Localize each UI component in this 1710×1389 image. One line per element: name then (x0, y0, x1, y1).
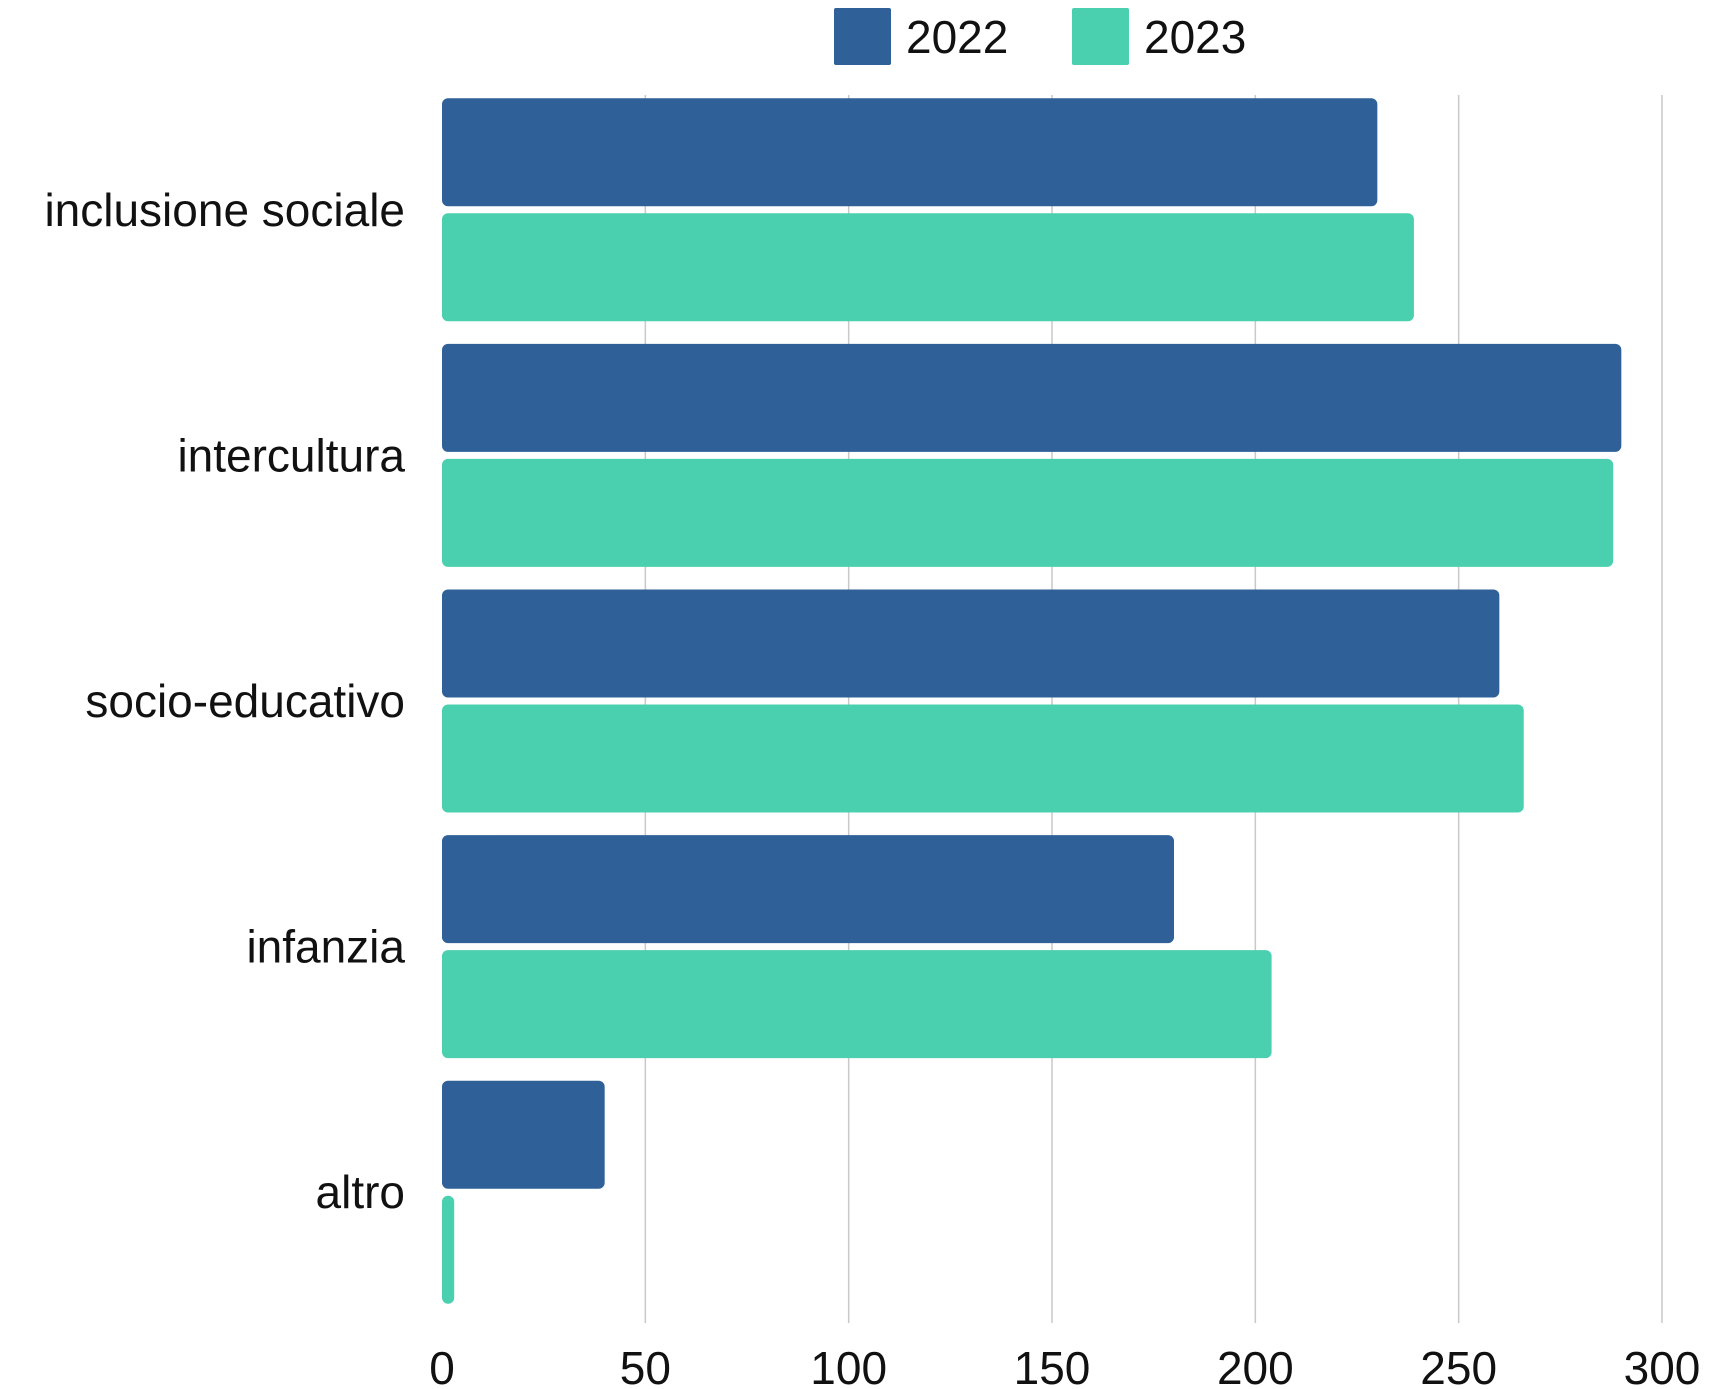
x-tick-label-200: 200 (1217, 1342, 1294, 1389)
category-label-inclusione-sociale: inclusione sociale (44, 184, 405, 236)
x-tick-label-50: 50 (620, 1342, 671, 1389)
x-tick-label-100: 100 (810, 1342, 887, 1389)
legend-swatch-2022 (834, 8, 891, 65)
bar-2023-altro (442, 1195, 455, 1304)
category-label-intercultura: intercultura (177, 429, 405, 481)
bar-2023-socio-educativo (442, 704, 1524, 813)
x-axis-ticks: 0 50 100 150 200 250 300 (429, 1342, 1700, 1389)
category-label-infanzia: infanzia (246, 921, 405, 973)
bar-2022-altro (442, 1080, 605, 1189)
bar-2022-intercultura (442, 343, 1622, 452)
x-tick-label-150: 150 (1014, 1342, 1091, 1389)
legend-swatch-2023 (1072, 8, 1129, 65)
bar-2023-intercultura (442, 458, 1614, 567)
legend-label-2023: 2023 (1144, 11, 1246, 63)
x-tick-label-0: 0 (429, 1342, 455, 1389)
bar-2022-inclusione-sociale (442, 98, 1378, 207)
bar-2023-infanzia (442, 950, 1272, 1059)
x-tick-label-250: 250 (1420, 1342, 1497, 1389)
legend: 2022 2023 (834, 8, 1246, 65)
x-tick-label-300: 300 (1624, 1342, 1701, 1389)
category-label-altro: altro (316, 1166, 405, 1218)
bar-2022-socio-educativo (442, 589, 1500, 698)
category-labels: inclusione sociale intercultura socio-educ… (44, 184, 405, 1218)
category-label-socio-educativo: socio-educativo (85, 675, 405, 727)
bar-2023-inclusione-sociale (442, 213, 1414, 322)
bar-2022-infanzia (442, 835, 1174, 944)
legend-label-2022: 2022 (906, 11, 1008, 63)
bars (442, 98, 1622, 1304)
